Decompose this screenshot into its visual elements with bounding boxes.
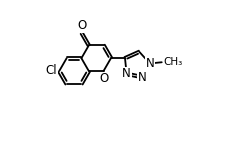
Text: N: N — [146, 57, 154, 70]
Text: Cl: Cl — [46, 64, 57, 78]
Text: CH₃: CH₃ — [163, 57, 182, 67]
Text: O: O — [99, 72, 108, 85]
Text: N: N — [122, 67, 131, 80]
Text: O: O — [77, 19, 86, 32]
Text: N: N — [138, 71, 146, 84]
